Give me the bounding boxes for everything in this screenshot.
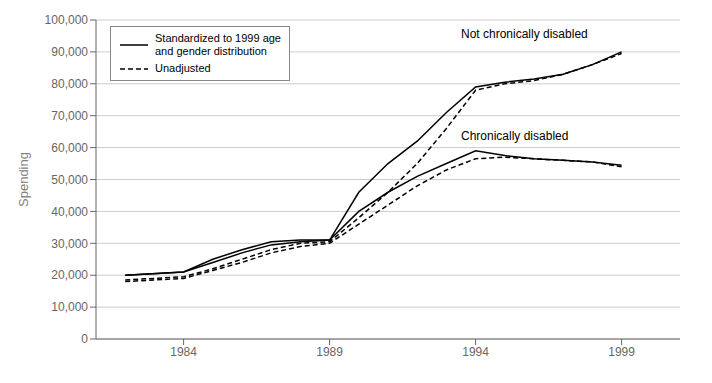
svg-text:90,000: 90,000 bbox=[51, 45, 88, 59]
svg-text:1999: 1999 bbox=[608, 345, 635, 359]
svg-text:1989: 1989 bbox=[316, 345, 343, 359]
svg-text:40,000: 40,000 bbox=[51, 205, 88, 219]
svg-text:30,000: 30,000 bbox=[51, 237, 88, 251]
svg-text:Spending: Spending bbox=[16, 152, 31, 207]
svg-text:80,000: 80,000 bbox=[51, 77, 88, 91]
svg-text:Not chronically disabled: Not chronically disabled bbox=[461, 27, 588, 41]
svg-text:0: 0 bbox=[81, 332, 88, 346]
svg-text:1984: 1984 bbox=[170, 345, 197, 359]
svg-text:50,000: 50,000 bbox=[51, 173, 88, 187]
html-text:Standardized to 1999 age: Standardized to 1999 age bbox=[155, 32, 281, 44]
svg-text:70,000: 70,000 bbox=[51, 109, 88, 123]
html-text:and gender distribution: and gender distribution bbox=[155, 45, 267, 57]
svg-text:1994: 1994 bbox=[462, 345, 489, 359]
svg-text:100,000: 100,000 bbox=[45, 13, 89, 27]
svg-text:20,000: 20,000 bbox=[51, 268, 88, 282]
html-text:Unadjusted: Unadjusted bbox=[155, 62, 211, 74]
svg-text:60,000: 60,000 bbox=[51, 141, 88, 155]
svg-text:Chronically disabled: Chronically disabled bbox=[461, 129, 568, 143]
svg-text:10,000: 10,000 bbox=[51, 300, 88, 314]
